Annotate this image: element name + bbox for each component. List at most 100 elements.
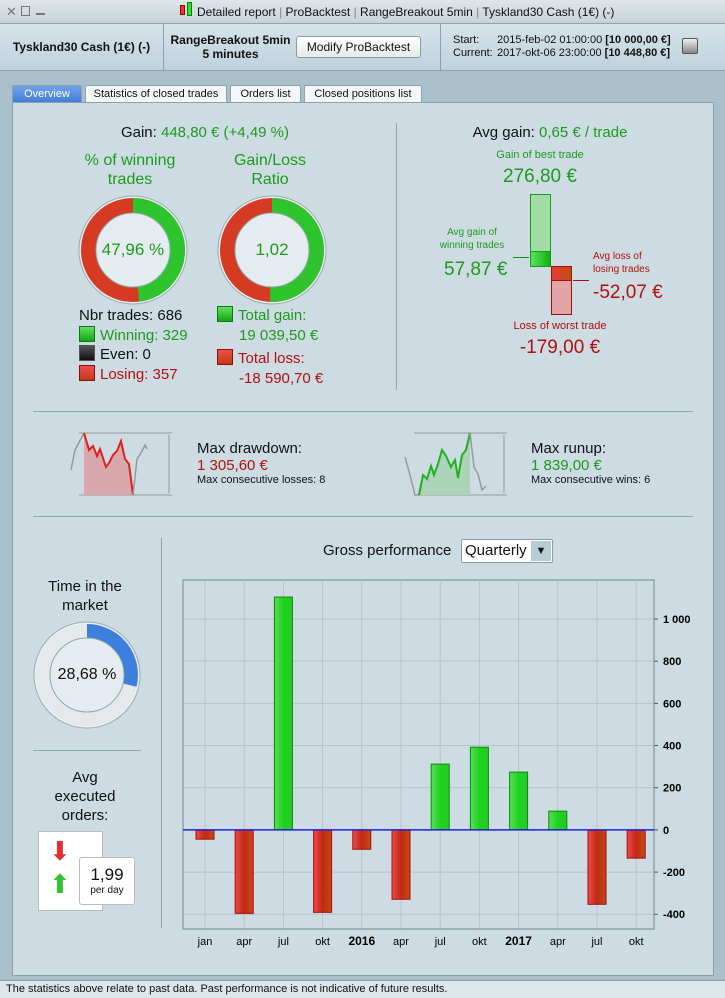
drawdown-sparkline <box>70 432 172 496</box>
header: Tyskland30 Cash (1€) (-) RangeBreakout 5… <box>0 24 725 71</box>
bar-8[interactable] <box>509 771 529 831</box>
tab-closed-positions-list[interactable]: Closed positions list <box>304 85 422 103</box>
losing-swatch <box>79 364 95 381</box>
time-title-1: Time in the <box>48 578 122 595</box>
y-tick-label: 0 <box>663 825 669 837</box>
best-trade-label: Gain of best trade <box>496 149 584 161</box>
orders-per-day-box: 1,99 per day <box>79 857 135 905</box>
ratio-title-1: Gain/Loss <box>233 152 307 169</box>
winning-donut <box>78 195 188 305</box>
x-tick-label: jul <box>434 936 446 948</box>
ratio-donut-fill <box>220 198 324 302</box>
runup-sparkline <box>404 432 507 496</box>
plot-area <box>182 579 655 930</box>
bar-2[interactable] <box>273 596 293 831</box>
bar-5[interactable] <box>391 829 411 900</box>
winning-donut-center <box>95 212 171 288</box>
bar-1[interactable] <box>234 829 254 914</box>
sep: | <box>476 5 480 19</box>
print-icon[interactable] <box>682 38 698 54</box>
avg-win-label: Avg gain of winning trades <box>432 226 512 252</box>
window-title: Detailed report | ProBacktest | RangeBre… <box>197 5 614 19</box>
title-report: Detailed report <box>197 5 276 19</box>
gross-performance-label: Gross performance <box>323 542 452 559</box>
status-bar: The statistics above relate to past data… <box>0 980 725 998</box>
bar-6[interactable] <box>430 763 450 831</box>
bar-3[interactable] <box>313 829 333 913</box>
avg-win-bar <box>530 251 551 267</box>
close-icon[interactable]: ✕ <box>6 4 17 19</box>
time-title-2: market <box>62 597 108 614</box>
orders-title: Avg executed orders: <box>20 768 150 825</box>
x-tick-label: 2016 <box>348 934 375 948</box>
bar-10[interactable] <box>587 829 607 905</box>
bar-0[interactable] <box>195 829 215 840</box>
x-tick-label: 2017 <box>505 934 532 948</box>
total-gain-value: 19 039,50 € <box>239 326 319 344</box>
runup-info: Max runup: 1 839,00 € Max consecutive wi… <box>531 440 650 486</box>
runup-value: 1 839,00 € <box>531 457 602 474</box>
arrow-down-icon: ⬇ <box>49 836 71 866</box>
instrument-name: Tyskland30 Cash (1€) (-) <box>12 40 151 54</box>
orders-per-day-value: 1,99 <box>90 865 124 884</box>
winning-swatch <box>79 325 95 342</box>
total-gain-swatch <box>217 306 233 322</box>
bar-7[interactable] <box>469 746 489 831</box>
drawdown-label: Max drawdown: <box>197 440 303 457</box>
x-tick-label: apr <box>236 936 252 948</box>
bar-11[interactable] <box>626 829 646 859</box>
y-tick-label: 600 <box>663 698 681 710</box>
maximize-icon[interactable] <box>21 6 30 16</box>
drawdown-info: Max drawdown: 1 305,60 € Max consecutive… <box>197 440 325 486</box>
tab-overview[interactable]: Overview <box>12 85 82 103</box>
avg-gain-label: Avg gain: <box>472 124 535 141</box>
minimize-icon[interactable] <box>36 13 45 15</box>
x-tick-label: apr <box>393 936 409 948</box>
best-trade-bar <box>530 194 551 252</box>
orders-title-2: executed <box>54 788 116 805</box>
period-select[interactable]: Quarterly ▼ <box>461 539 553 563</box>
arrow-right-icon <box>513 257 529 258</box>
period-select-value: Quarterly <box>465 542 527 559</box>
winning-title: % of winning trades <box>70 151 190 189</box>
time-donut-center <box>49 637 125 713</box>
avg-loss-label-1: Avg loss of <box>593 251 642 262</box>
winning-count: Winning: 329 <box>100 326 188 344</box>
losing-count: Losing: 357 <box>100 365 178 383</box>
gain-loss-totals: Total gain: 19 039,50 € Total loss: -18 … <box>217 306 323 388</box>
tab-orders-list[interactable]: Orders list <box>230 85 301 103</box>
ratio-value: 1,02 <box>255 240 289 259</box>
sep: | <box>279 5 283 19</box>
title-instrument: Tyskland30 Cash (1€) (-) <box>482 5 615 19</box>
best-trade-value: 276,80 € <box>503 166 577 187</box>
total-gain-label: Total gain: <box>238 307 307 324</box>
x-tick-label: okt <box>472 936 487 948</box>
modify-probacktest-button[interactable]: Modify ProBacktest <box>296 36 421 58</box>
orders-title-3: orders: <box>61 807 109 824</box>
chevron-down-icon[interactable]: ▼ <box>531 541 551 561</box>
start-label: Start: <box>453 34 480 46</box>
tab-statistics-closed-trades[interactable]: Statistics of closed trades <box>85 85 227 103</box>
bar-4[interactable] <box>352 829 372 850</box>
start-date: 2015-feb-02 01:00:00 <box>497 34 603 46</box>
x-tick-label: jul <box>590 936 602 948</box>
drawdown-value: 1 305,60 € <box>197 457 268 474</box>
y-tick-label: 200 <box>663 783 681 795</box>
x-tick-label: okt <box>315 936 330 948</box>
x-tick-label: okt <box>629 936 644 948</box>
worst-trade-value: -179,00 € <box>519 337 601 358</box>
candlestick-icon-2 <box>187 2 192 16</box>
total-loss-swatch <box>217 349 233 365</box>
winning-title-2: trades <box>107 171 153 188</box>
max-consecutive-losses: Max consecutive losses: 8 <box>197 474 326 486</box>
avg-loss-value: -52,07 € <box>593 282 663 303</box>
avg-loss-bar <box>551 266 572 281</box>
bar-9[interactable] <box>548 810 568 831</box>
avg-loss-label-2: losing trades <box>593 264 650 275</box>
max-consecutive-wins: Max consecutive wins: 6 <box>531 474 651 486</box>
gain-value: 448,80 € (+4,49 %) <box>161 124 290 141</box>
period-info: Start: 2015-feb-02 01:00:00 [10 000,00 €]… <box>453 34 671 60</box>
time-donut-fill <box>36 624 138 726</box>
current-date: 2017-okt-06 23:00:00 <box>497 47 602 59</box>
gain-summary: Gain: 448,80 € (+4,49 %) <box>40 124 370 141</box>
